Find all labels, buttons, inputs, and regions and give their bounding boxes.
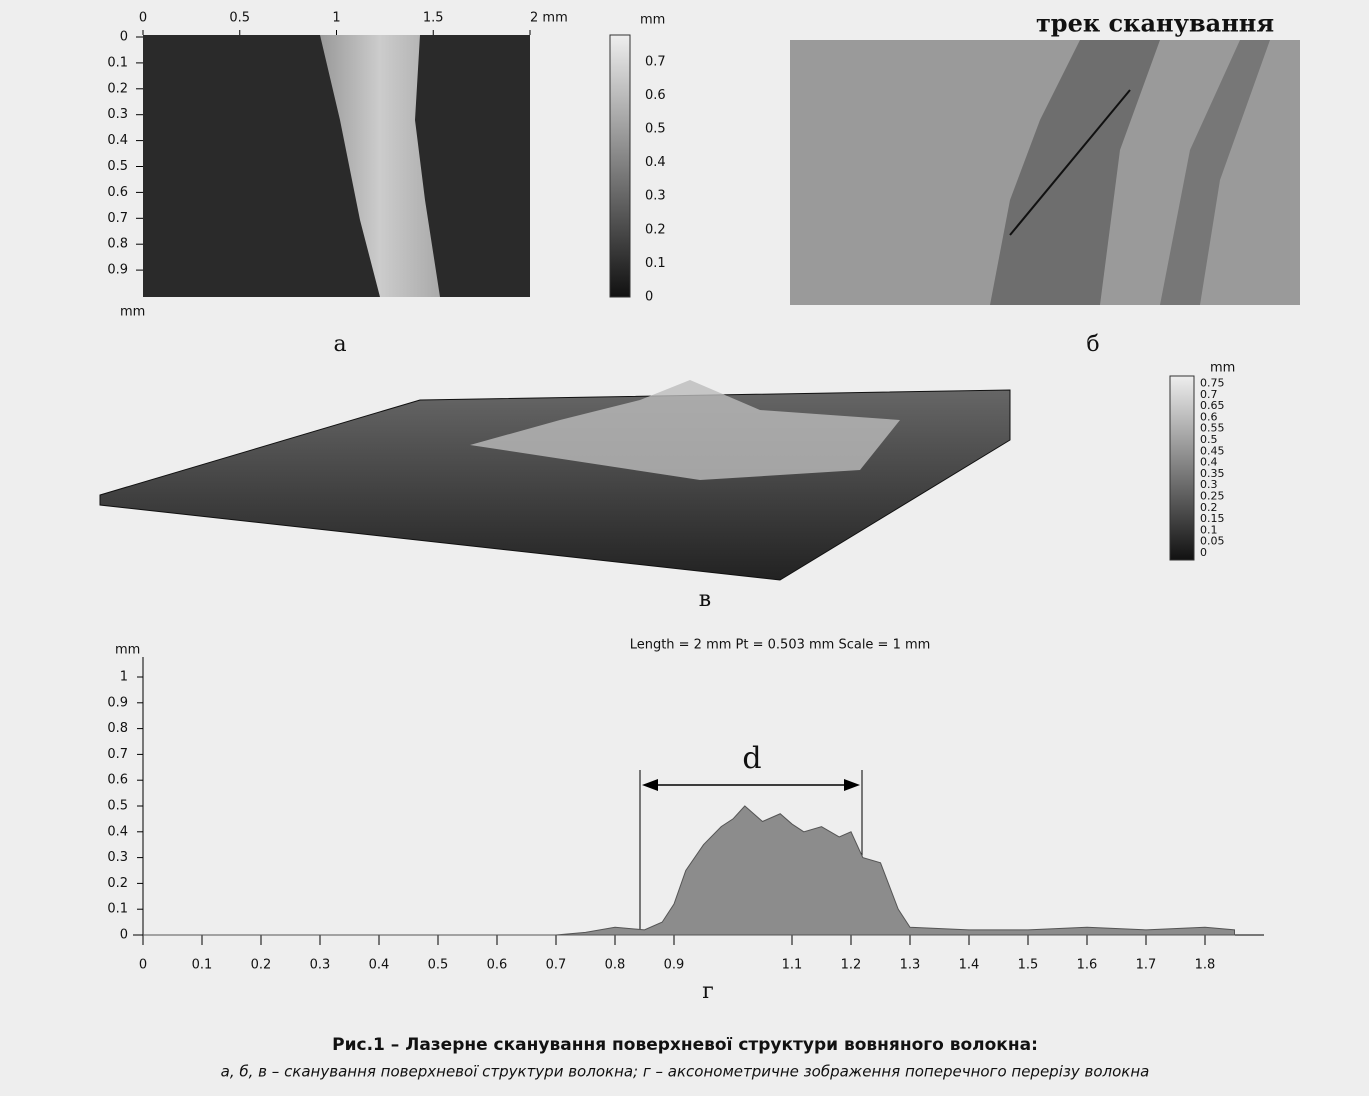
colorbar-unit: mm bbox=[640, 13, 665, 28]
y-tick-label: 0 bbox=[120, 928, 128, 943]
y-tick-label: 0.5 bbox=[107, 159, 128, 174]
y-axis-label: mm bbox=[115, 643, 140, 658]
x-tick-label: 1.5 bbox=[423, 11, 444, 26]
x-tick-label: 2 mm bbox=[530, 11, 568, 26]
x-tick-label: 0 bbox=[139, 958, 147, 973]
x-tick-label: 1.1 bbox=[782, 958, 803, 973]
x-tick-label: 0.8 bbox=[605, 958, 626, 973]
y-tick-label: 0.8 bbox=[107, 721, 128, 736]
panel-label: в bbox=[699, 587, 711, 612]
chart-title: Length = 2 mm Pt = 0.503 mm Scale = 1 mm bbox=[630, 638, 931, 653]
y-tick-label: 0.7 bbox=[107, 747, 128, 762]
x-tick-label: 1 bbox=[332, 11, 340, 26]
x-tick-label: 0.7 bbox=[546, 958, 567, 973]
x-tick-label: 0.6 bbox=[487, 958, 508, 973]
panel-title: трек сканування bbox=[1036, 9, 1274, 38]
y-tick-label: 0.6 bbox=[107, 773, 128, 788]
colorbar-tick-label: 0.5 bbox=[645, 122, 666, 137]
panel-label: б bbox=[1086, 332, 1099, 357]
x-tick-label: 1.3 bbox=[900, 958, 921, 973]
y-tick-label: 0.4 bbox=[107, 133, 128, 148]
x-tick-label: 0.4 bbox=[369, 958, 390, 973]
x-tick-label: 0.1 bbox=[192, 958, 213, 973]
y-tick-label: 0.9 bbox=[107, 695, 128, 710]
colorbar-tick-label: 0.7 bbox=[645, 54, 666, 69]
x-tick-label: 1.6 bbox=[1077, 958, 1098, 973]
x-tick-label: 0.5 bbox=[229, 11, 250, 26]
y-tick-label: 0.2 bbox=[107, 876, 128, 891]
x-tick-label: 1.4 bbox=[959, 958, 980, 973]
y-tick-label: 0.8 bbox=[107, 237, 128, 252]
y-tick-label: 0.5 bbox=[107, 799, 128, 814]
profile-area bbox=[143, 806, 1235, 935]
y-unit: mm bbox=[120, 305, 145, 320]
y-tick-label: 0.3 bbox=[107, 107, 128, 122]
x-tick-label: 0.2 bbox=[251, 958, 272, 973]
colorbar-a bbox=[610, 35, 630, 297]
y-tick-label: 0.2 bbox=[107, 81, 128, 96]
x-tick-label: 1.8 bbox=[1195, 958, 1216, 973]
y-tick-label: 0.3 bbox=[107, 850, 128, 865]
y-tick-label: 0.1 bbox=[107, 902, 128, 917]
caption-text: а, б, в – сканування поверхневої структу… bbox=[221, 1063, 1150, 1081]
x-tick-label: 1.7 bbox=[1136, 958, 1157, 973]
x-tick-label: 0 bbox=[139, 11, 147, 26]
y-tick-label: 0.9 bbox=[107, 263, 128, 278]
y-tick-label: 0.6 bbox=[107, 185, 128, 200]
colorbar-tick-label: 0.4 bbox=[645, 155, 666, 170]
x-tick-label: 1.2 bbox=[841, 958, 862, 973]
annotation: d bbox=[742, 741, 761, 776]
colorbar-tick-label: 0.3 bbox=[645, 189, 666, 204]
panel-label: а bbox=[333, 332, 346, 357]
x-axis-label: г bbox=[702, 979, 714, 1004]
colorbar-tick-label: 0.2 bbox=[645, 222, 666, 237]
x-tick-label: 0.5 bbox=[428, 958, 449, 973]
colorbar-tick-label: 0.1 bbox=[645, 256, 666, 271]
y-tick-label: 0.1 bbox=[107, 55, 128, 70]
figure: mm mm а трек сканування б mm в Length = … bbox=[0, 0, 1369, 1092]
x-tick-label: 0.9 bbox=[664, 958, 685, 973]
y-tick-label: 0 bbox=[120, 30, 128, 45]
colorbar-tick-label: 0 bbox=[645, 290, 653, 305]
colorbar-tick-label: 0.6 bbox=[645, 88, 666, 103]
page: { "panel_a": {"label": "а", "x_ticks": [… bbox=[0, 0, 1369, 1092]
y-tick-label: 1 bbox=[120, 670, 128, 685]
colorbar-tick-label: 0 bbox=[1200, 546, 1207, 559]
y-tick-label: 0.4 bbox=[107, 824, 128, 839]
colorbar-unit: mm bbox=[1210, 361, 1235, 376]
colorbar-c bbox=[1170, 376, 1194, 560]
caption-title: Рис.1 – Лазерне сканування поверхневої с… bbox=[332, 1035, 1038, 1055]
x-tick-label: 0.3 bbox=[310, 958, 331, 973]
y-tick-label: 0.7 bbox=[107, 211, 128, 226]
x-tick-label: 1.5 bbox=[1018, 958, 1039, 973]
